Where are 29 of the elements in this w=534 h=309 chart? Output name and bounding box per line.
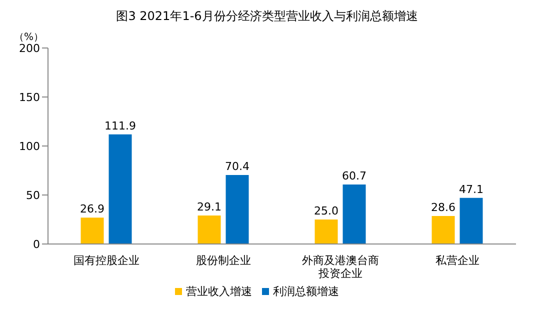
bar: [432, 216, 455, 244]
data-label: 25.0: [314, 204, 339, 218]
x-tick-label: 私营企业: [436, 254, 480, 267]
bar: [314, 220, 338, 244]
x-tick-label: 外商及港澳台商投资企业: [302, 254, 379, 280]
y-tick-label: 150: [19, 90, 40, 104]
y-tick-label: 50: [26, 188, 40, 202]
data-label: 29.1: [197, 200, 222, 214]
y-axis-title: （%）: [14, 31, 44, 44]
data-label: 47.1: [459, 182, 484, 196]
bar: [108, 134, 132, 244]
chart-title: 图3 2021年1-6月份分经济类型营业收入与利润总额增速: [115, 8, 419, 25]
y-tick-label: 100: [19, 140, 40, 153]
legend-label: 营业收入增速: [186, 285, 252, 298]
data-label: 111.9: [104, 119, 136, 132]
bar: [342, 184, 366, 244]
bar: [226, 175, 249, 244]
data-label: 28.6: [431, 200, 456, 214]
bar: [80, 218, 104, 244]
x-tick-label: 股份制企业: [196, 254, 251, 267]
data-label: 70.4: [225, 160, 250, 174]
y-tick-label: 200: [19, 42, 40, 55]
x-tick-label: 国有控股企业: [74, 254, 140, 267]
bar: [198, 215, 221, 244]
bar: [460, 198, 483, 244]
y-tick-label: 0: [33, 238, 40, 251]
legend-label: 利润总额增速: [273, 285, 339, 298]
data-label: 60.7: [342, 170, 367, 183]
data-label: 26.9: [80, 202, 105, 216]
